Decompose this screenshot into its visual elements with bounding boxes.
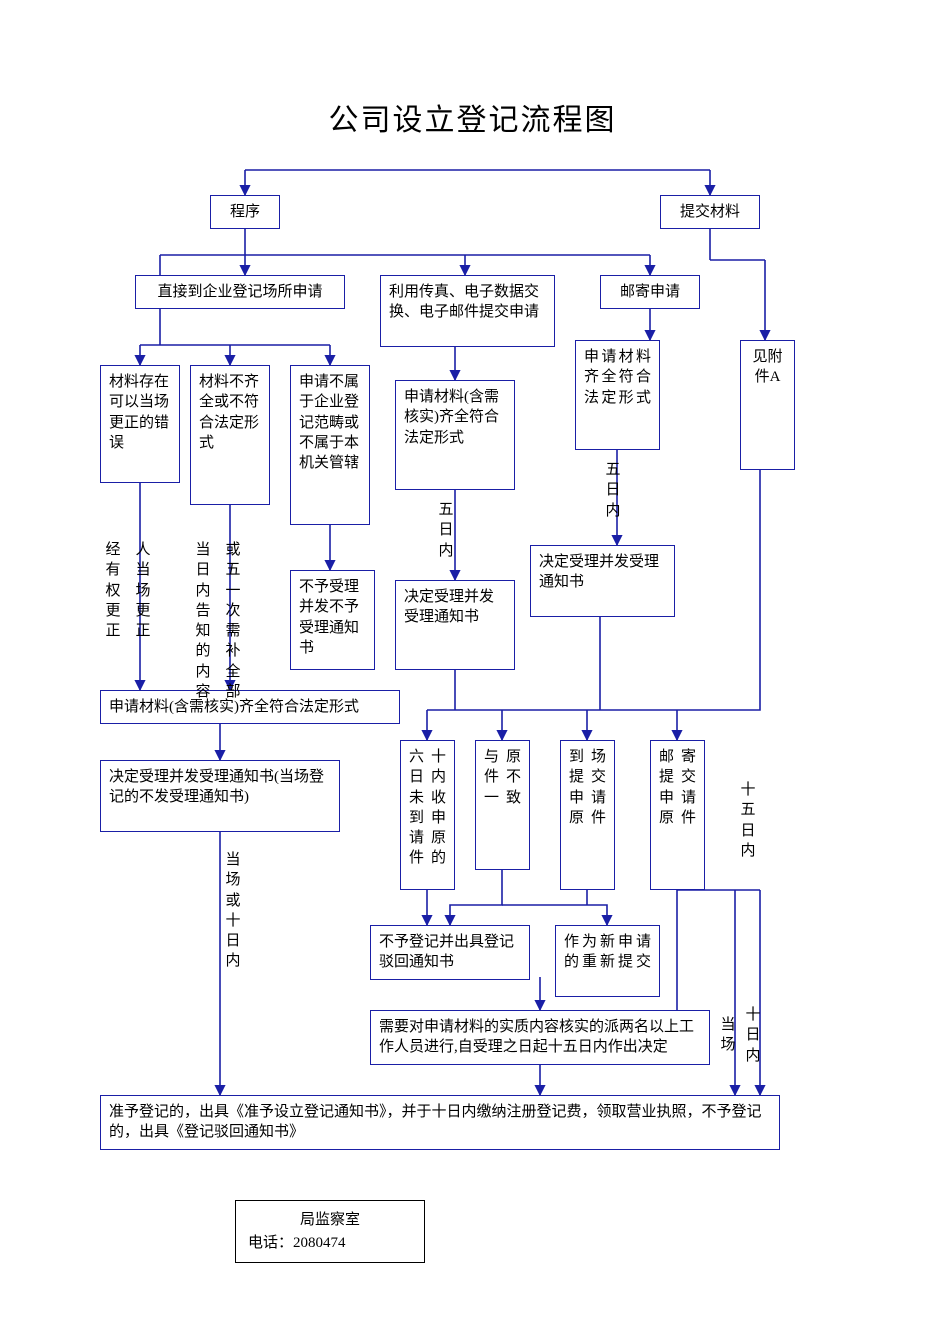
node-procedure: 程序 — [210, 195, 280, 229]
node-submit-materials: 提交材料 — [660, 195, 760, 229]
contact-phone-label: 电话： — [248, 1235, 293, 1251]
node-fixable-error: 材料存在可以当场更正的错误 — [100, 365, 180, 483]
contact-office: 局监察室 — [248, 1209, 412, 1232]
edge-label-5days-a: 五日内 — [438, 500, 454, 561]
contact-info-box: 局监察室 电话：2080474 — [235, 1200, 425, 1263]
contact-phone: 2080474 — [293, 1235, 346, 1251]
node-see-appendix-a: 见附件A — [740, 340, 795, 470]
node-all-materials-ok: 申请材料(含需核实)齐全符合法定形式 — [100, 690, 400, 724]
edge-label-tell-b: 或五一次需补全部 — [225, 540, 241, 702]
edge-label-spot: 当场 — [720, 1015, 736, 1056]
node-onsite-original: 到场提交申请原件 — [560, 740, 615, 890]
edge-label-fix-a: 经有权更正 — [105, 540, 121, 641]
contact-phone-line: 电话：2080474 — [248, 1232, 412, 1255]
node-resubmit-as-new: 作为新申请的重新提交 — [555, 925, 660, 997]
node-reject-notice-2: 不予登记并出具登记驳回通知书 — [370, 925, 530, 980]
node-incomplete: 材料不齐全或不符合法定形式 — [190, 365, 270, 505]
edge-label-5days-b: 五日内 — [605, 460, 621, 521]
node-accept-mail: 决定受理并发受理通知书 — [530, 545, 675, 617]
edge-label-spot-10: 当场或十日内 — [225, 850, 241, 972]
edge-label-10days: 十日内 — [745, 1005, 761, 1066]
node-apply-onsite: 直接到企业登记场所申请 — [135, 275, 345, 309]
node-reject-notice-1: 不予受理并发不予受理通知书 — [290, 570, 375, 670]
node-accept-fax: 决定受理并发受理通知书 — [395, 580, 515, 670]
node-60-days-no-original: 六十日内未收到申请原件的 — [400, 740, 455, 890]
node-mail-original: 邮寄提交申请原件 — [650, 740, 705, 890]
node-mismatch-original: 与原件不一致 — [475, 740, 530, 870]
edge-label-15days: 十五日内 — [740, 780, 756, 861]
node-final-decision: 准予登记的，出具《准予设立登记通知书》，并于十日内缴纳注册登记费，领取营业执照，… — [100, 1095, 780, 1150]
node-fax-materials-ok: 申请材料(含需核实)齐全符合法定形式 — [395, 380, 515, 490]
page-title: 公司设立登记流程图 — [0, 95, 945, 139]
node-accept-main: 决定受理并发受理通知书(当场登记的不发受理通知书) — [100, 760, 340, 832]
edge-label-fix-b: 人当场更正 — [135, 540, 151, 641]
flowchart-canvas: 公司设立登记流程图 程序 提交材料 直接到企业登记场所申请 利用传真、电子数据交… — [0, 0, 945, 1337]
node-apply-fax-email: 利用传真、电子数据交换、电子邮件提交申请 — [380, 275, 555, 347]
node-apply-mail: 邮寄申请 — [600, 275, 700, 309]
edge-label-tell-a: 当日内告知的内容 — [195, 540, 211, 702]
node-verify-15-days: 需要对申请材料的实质内容核实的派两名以上工作人员进行,自受理之日起十五日内作出决… — [370, 1010, 710, 1065]
node-out-of-scope: 申请不属于企业登记范畴或不属于本机关管辖 — [290, 365, 370, 525]
node-mail-materials-ok: 申请材料齐全符合法定形式 — [575, 340, 660, 450]
